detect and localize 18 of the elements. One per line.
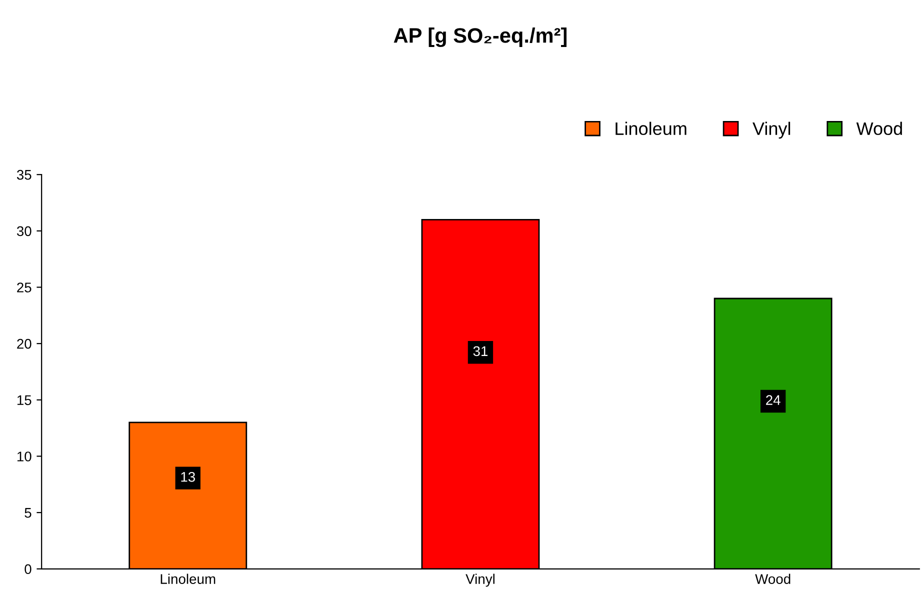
- x-tick-label: Vinyl: [466, 574, 494, 587]
- y-tick-label: 15: [17, 395, 32, 406]
- data-label: 31: [473, 346, 488, 356]
- y-tick-label: 20: [17, 338, 32, 349]
- y-tick-label: 5: [24, 508, 32, 518]
- y-tick-label: 10: [17, 452, 32, 462]
- y-tick-label: 30: [16, 226, 32, 236]
- data-label: 24: [766, 395, 780, 405]
- legend-label: Vinyl: [752, 122, 790, 139]
- y-tick-label: 25: [17, 282, 32, 292]
- legend-label: Linoleum: [616, 122, 686, 136]
- data-label: 13: [181, 472, 195, 482]
- x-tick-label: Wood: [755, 574, 790, 584]
- y-tick-label: 35: [16, 170, 32, 180]
- legend-label: Wood: [856, 122, 902, 136]
- chart-title: AP [g SO₂-eq./m²]: [394, 28, 567, 48]
- y-tick-label: 0: [24, 564, 32, 574]
- x-tick-label: Linoleum: [160, 574, 216, 584]
